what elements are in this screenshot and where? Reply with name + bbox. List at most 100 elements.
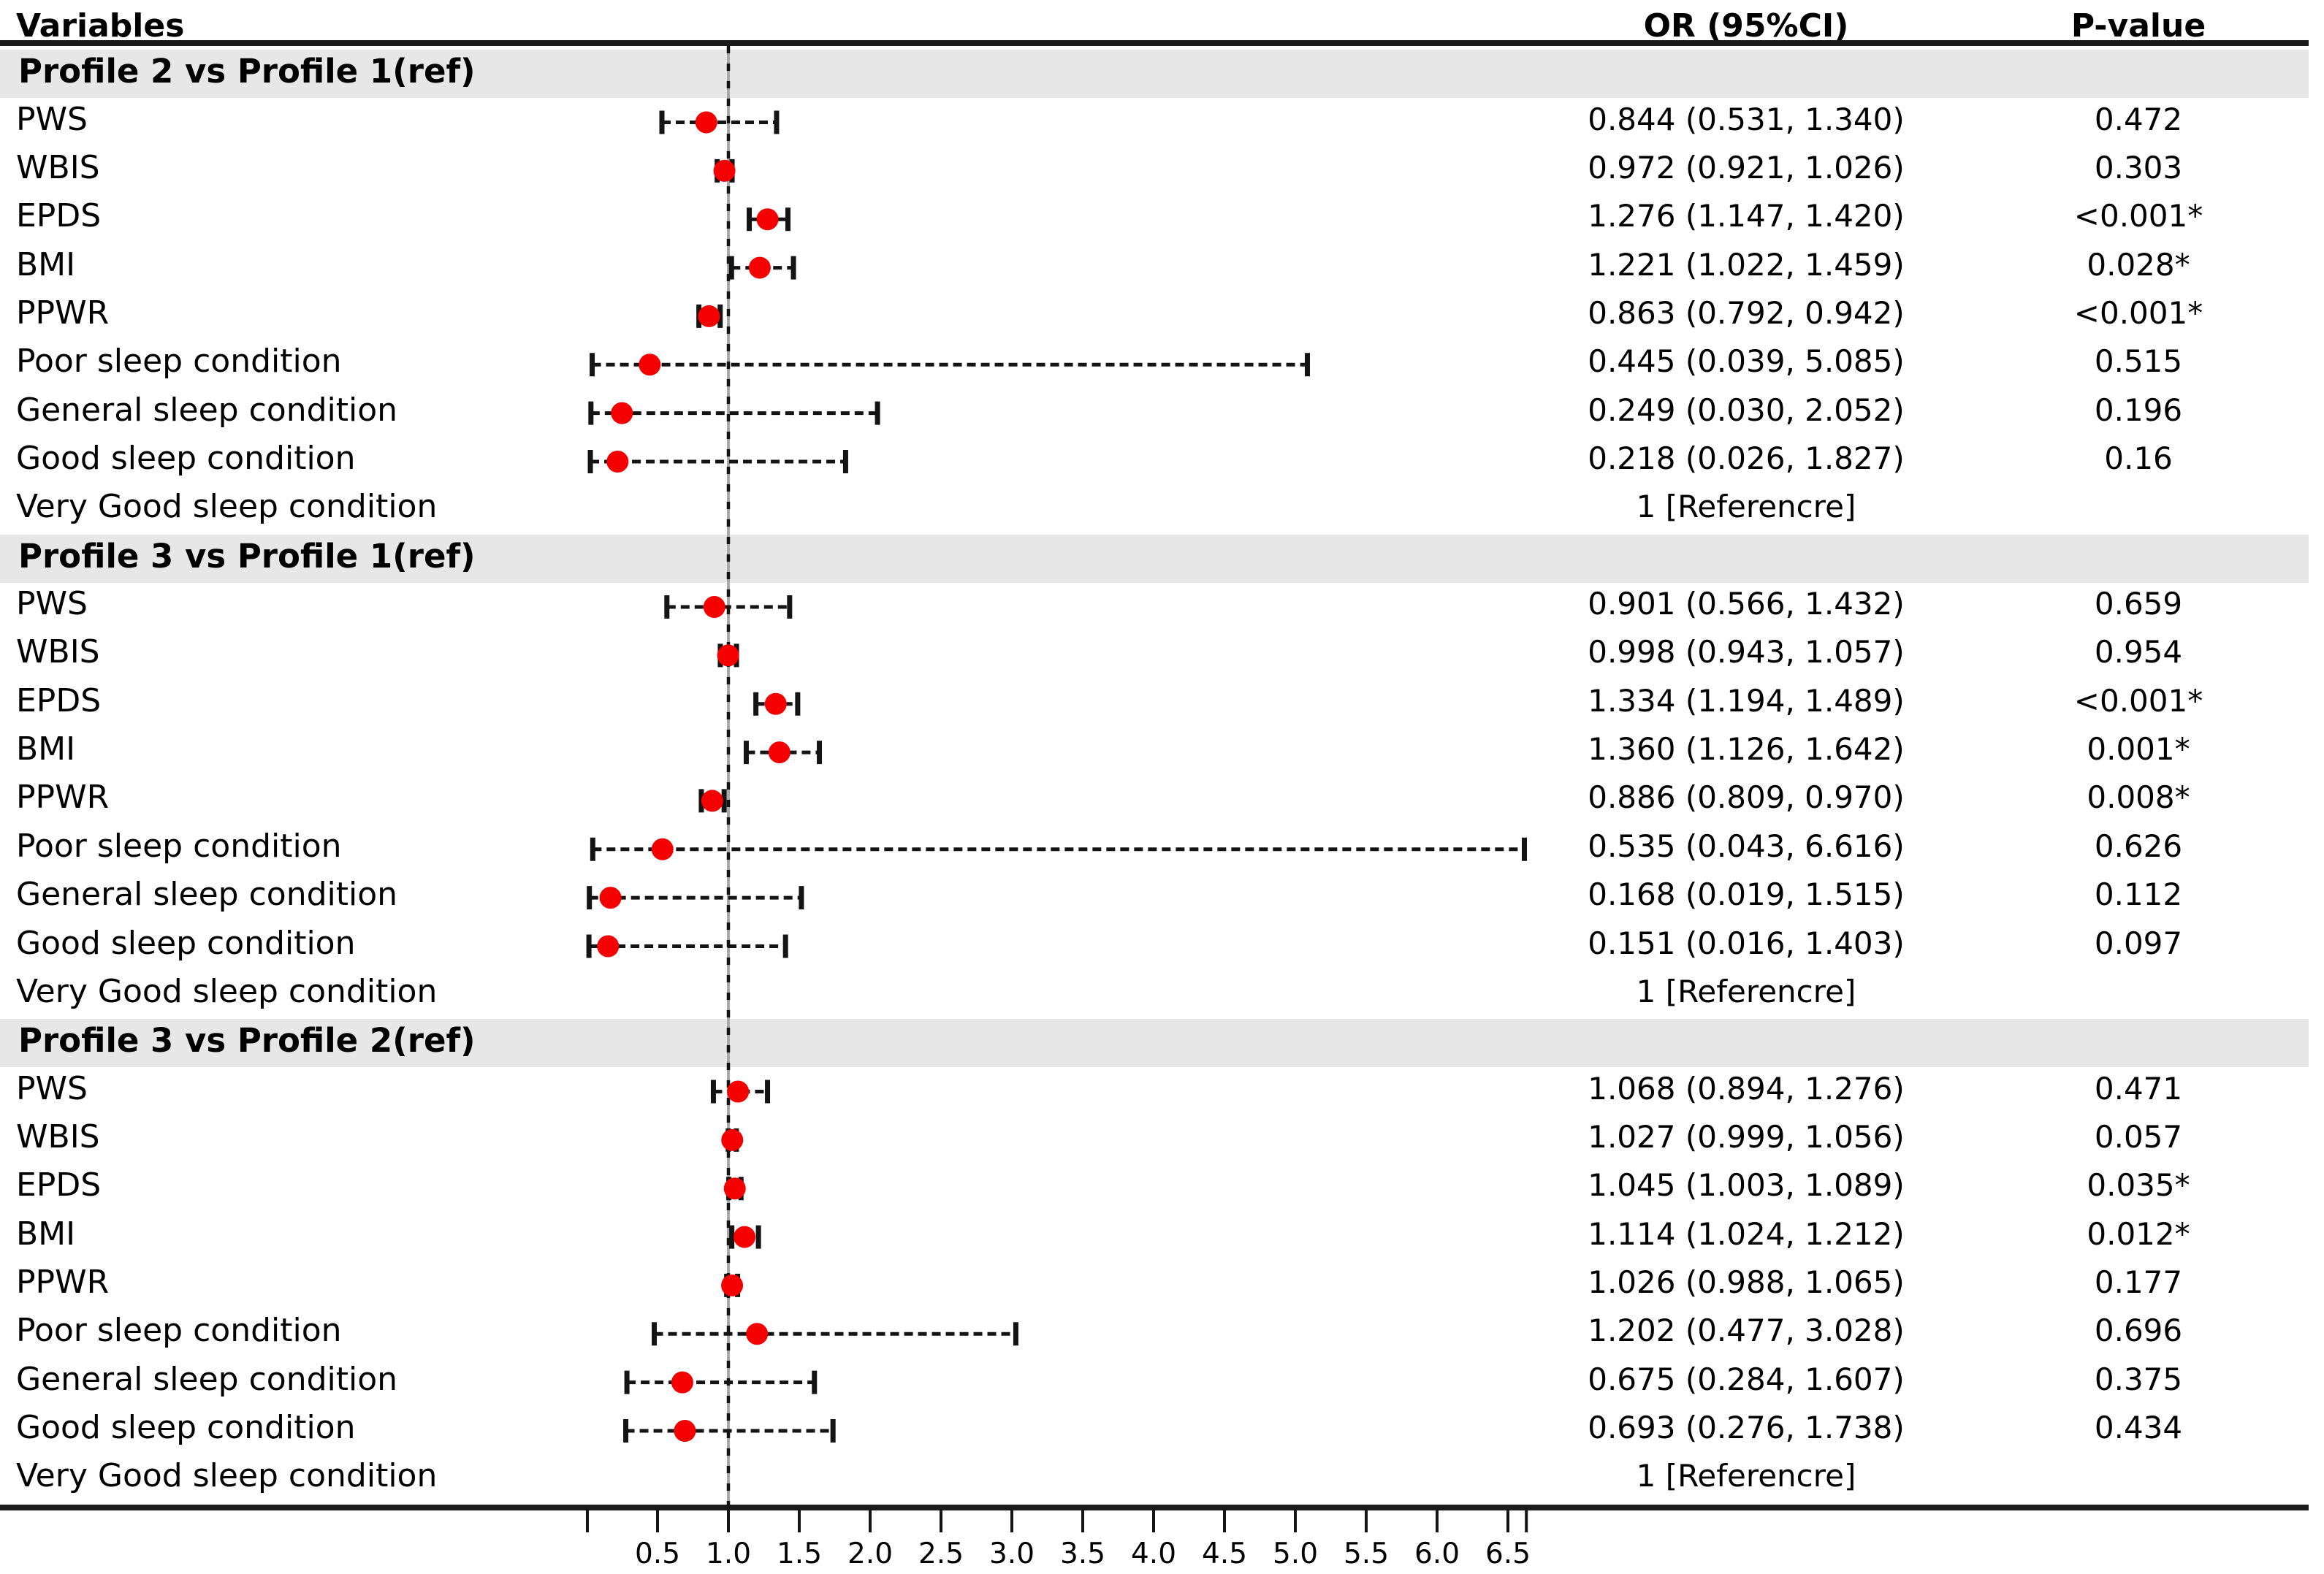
p-value: 0.035* (2087, 1167, 2190, 1204)
row-label: Poor sleep condition (16, 343, 342, 381)
or-ci-value: 0.863 (0.792, 0.942) (1588, 294, 1905, 331)
or-point (768, 741, 790, 764)
or-ci-value: 1.360 (1.126, 1.642) (1588, 731, 1905, 768)
or-ci-value: 1.026 (0.988, 1.065) (1588, 1264, 1905, 1300)
or-point (748, 256, 771, 279)
or-ci-value: 0.218 (0.026, 1.827) (1588, 440, 1905, 476)
p-value: 0.303 (2094, 149, 2183, 186)
or-point (746, 1323, 769, 1345)
row-label: BMI (16, 245, 76, 283)
or-ci-value: 0.844 (0.531, 1.340) (1588, 101, 1905, 137)
row-label: WBIS (16, 633, 100, 671)
row-label: Very Good sleep condition (16, 1457, 438, 1495)
section-band (0, 1019, 2309, 1068)
p-value: 0.375 (2094, 1361, 2183, 1397)
row-label: PPWR (16, 294, 110, 332)
p-value: 0.177 (2094, 1264, 2183, 1300)
p-value: 0.659 (2094, 586, 2183, 622)
p-value: 0.954 (2094, 634, 2183, 671)
axis-tick-label: 3.5 (1060, 1537, 1105, 1570)
p-value: 0.012* (2087, 1215, 2190, 1252)
row-label: Good sleep condition (16, 924, 356, 962)
section-band (0, 534, 2309, 583)
or-ci-value: 1.027 (0.999, 1.056) (1588, 1118, 1905, 1155)
or-ci-value: 0.693 (0.276, 1.738) (1588, 1410, 1905, 1445)
or-ci-value: 1.045 (1.003, 1.089) (1588, 1167, 1905, 1204)
section-band (0, 50, 2309, 99)
axis-tick-label: 1.5 (777, 1537, 822, 1570)
or-point (698, 305, 720, 327)
row-label: PPWR (16, 1263, 110, 1301)
or-point (721, 1128, 744, 1151)
row-label: Very Good sleep condition (16, 972, 438, 1010)
or-point (721, 1274, 744, 1296)
or-point (611, 402, 633, 424)
column-header-pvalue: P-value (2070, 7, 2206, 45)
or-point (703, 596, 725, 619)
row-label: BMI (16, 1215, 76, 1253)
or-ci-value: 0.901 (0.566, 1.432) (1588, 586, 1905, 622)
or-ci-value: 1.221 (1.022, 1.459) (1588, 246, 1905, 283)
or-point (756, 208, 779, 231)
or-ci-value: 0.535 (0.043, 6.616) (1588, 828, 1905, 864)
axis-tick-label: 2.0 (847, 1537, 893, 1570)
p-value: 0.472 (2094, 101, 2183, 137)
p-value: <0.001* (2073, 682, 2203, 719)
or-ci-value: 1.202 (0.477, 3.028) (1588, 1313, 1905, 1349)
or-ci-value: 0.998 (0.943, 1.057) (1588, 634, 1905, 671)
or-ci-value: 0.151 (0.016, 1.403) (1588, 925, 1905, 961)
row-label: EPDS (16, 197, 102, 235)
p-value: 0.008* (2087, 779, 2190, 816)
row-label: WBIS (16, 148, 100, 186)
section-header: Profile 2 vs Profile 1(ref) (18, 52, 476, 91)
row-label: Poor sleep condition (16, 827, 342, 865)
or-point (639, 354, 661, 376)
section-header: Profile 3 vs Profile 1(ref) (18, 536, 476, 576)
or-ci-value: 1.068 (0.894, 1.276) (1588, 1070, 1905, 1107)
p-value: 0.001* (2087, 731, 2190, 768)
section-header: Profile 3 vs Profile 2(ref) (18, 1021, 476, 1061)
axis-tick-label: 6.5 (1485, 1537, 1531, 1570)
axis-tick-label: 4.5 (1202, 1537, 1247, 1570)
or-ci-value: 1 [Referencre] (1636, 973, 1856, 1009)
axis-line (0, 1505, 2309, 1510)
or-point (674, 1419, 696, 1442)
p-value: 0.471 (2094, 1070, 2183, 1107)
p-value: 0.196 (2094, 391, 2183, 428)
or-ci-value: 0.886 (0.809, 0.970) (1588, 779, 1905, 816)
row-label: BMI (16, 730, 76, 768)
or-point (606, 450, 629, 473)
row-label: Good sleep condition (16, 1409, 356, 1446)
row-label: PPWR (16, 779, 110, 817)
or-point (713, 159, 736, 182)
or-ci-value: 0.972 (0.921, 1.026) (1588, 149, 1905, 186)
or-point (723, 1177, 746, 1200)
axis-tick-label: 0.5 (635, 1537, 680, 1570)
column-header-variables: Variables (16, 7, 185, 45)
p-value: 0.097 (2094, 925, 2183, 961)
or-ci-value: 1 [Referencre] (1636, 1458, 1856, 1494)
axis-tick-label: 1.0 (706, 1537, 751, 1570)
axis-tick-label: 2.5 (918, 1537, 964, 1570)
p-value: 0.626 (2094, 828, 2183, 864)
p-value: 0.515 (2094, 343, 2183, 380)
p-value: 0.434 (2094, 1410, 2183, 1445)
or-ci-value: 0.249 (0.030, 2.052) (1588, 391, 1905, 428)
p-value: <0.001* (2073, 294, 2203, 331)
row-label: EPDS (16, 1166, 102, 1204)
row-label: General sleep condition (16, 1360, 398, 1398)
column-header-or-ci: OR (95%CI) (1643, 7, 1849, 45)
p-value: 0.057 (2094, 1118, 2183, 1155)
or-point (734, 1226, 756, 1248)
row-label: PWS (16, 100, 88, 138)
p-value: <0.001* (2073, 198, 2203, 234)
or-ci-value: 1.276 (1.147, 1.420) (1588, 198, 1905, 234)
axis-tick-label: 6.0 (1414, 1537, 1460, 1570)
p-value: 0.028* (2087, 246, 2190, 283)
row-label: PWS (16, 585, 88, 622)
or-point (695, 111, 717, 134)
or-point (701, 790, 723, 812)
axis-tick-label: 4.0 (1131, 1537, 1176, 1570)
